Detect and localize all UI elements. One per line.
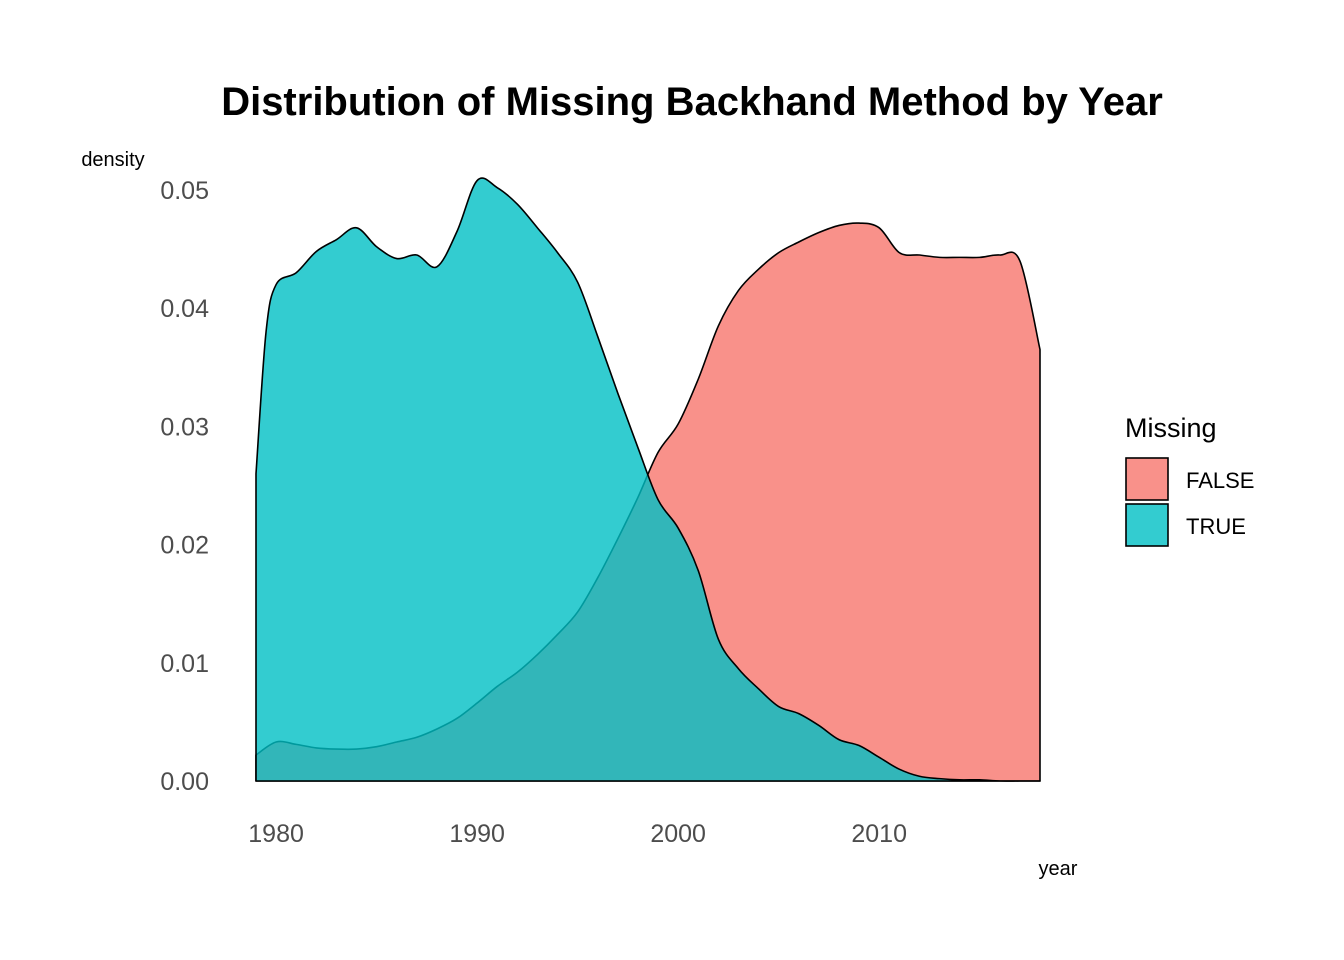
legend-label-true: TRUE xyxy=(1186,514,1246,539)
y-axis-title: density xyxy=(81,149,144,171)
legend-swatch-false xyxy=(1126,458,1168,500)
legend-title: Missing xyxy=(1125,413,1217,443)
x-axis: 1980 1990 2000 2010 xyxy=(248,820,907,848)
x-tick-label: 1990 xyxy=(449,820,505,848)
legend-label-false: FALSE xyxy=(1186,468,1254,493)
y-tick-label: 0.03 xyxy=(160,413,209,441)
y-tick-label: 0.02 xyxy=(160,532,209,560)
plot-area xyxy=(256,178,1040,781)
chart-title: Distribution of Missing Backhand Method … xyxy=(221,80,1163,124)
y-tick-label: 0.04 xyxy=(160,295,209,323)
y-tick-label: 0.01 xyxy=(160,650,209,678)
legend-swatch-true xyxy=(1126,504,1168,546)
y-tick-label: 0.05 xyxy=(160,177,209,205)
y-tick-label: 0.00 xyxy=(160,768,209,796)
x-tick-label: 2000 xyxy=(650,820,706,848)
x-tick-label: 1980 xyxy=(248,820,304,848)
x-tick-label: 2010 xyxy=(851,820,907,848)
x-axis-title: year xyxy=(1039,858,1078,880)
legend: Missing FALSE TRUE xyxy=(1125,413,1254,546)
y-axis: 0.00 0.01 0.02 0.03 0.04 0.05 xyxy=(160,177,209,796)
